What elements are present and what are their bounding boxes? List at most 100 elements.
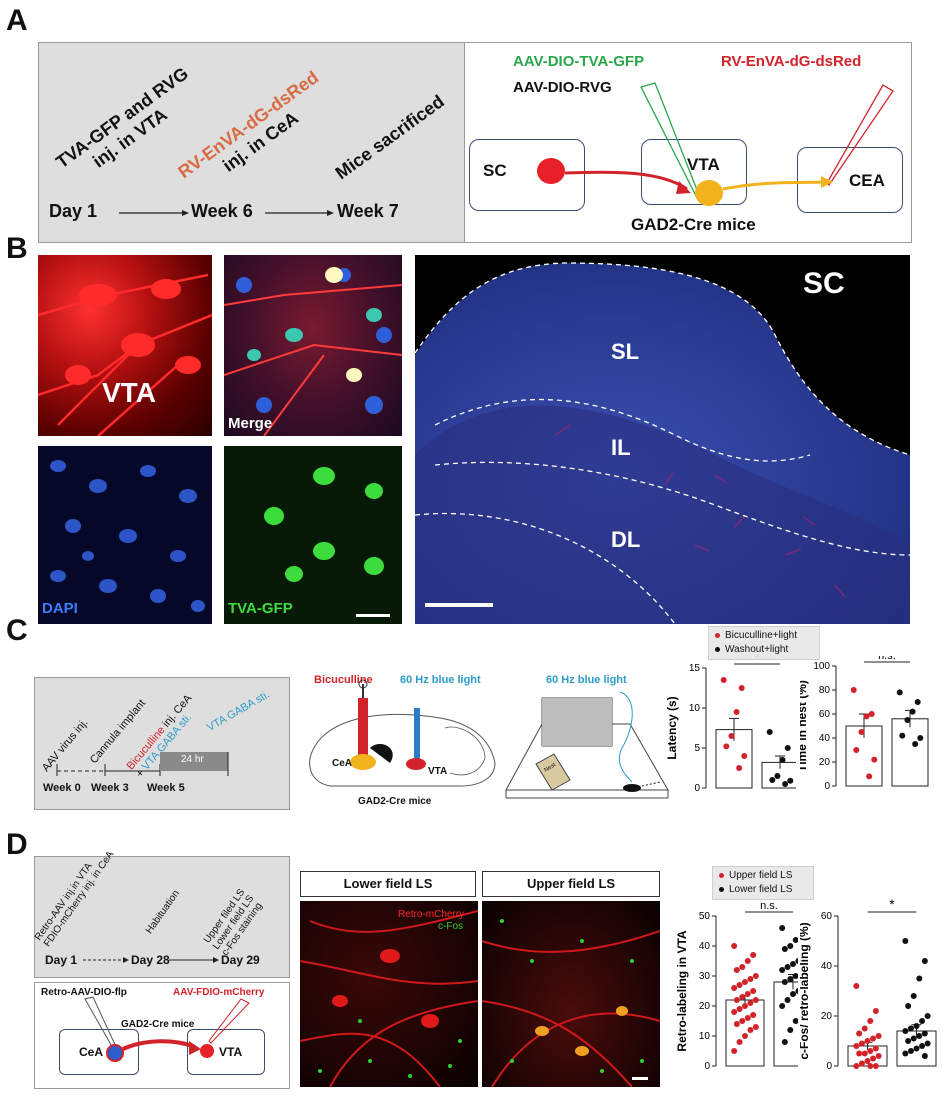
d-node-cea-label: CeA bbox=[79, 1045, 104, 1059]
b-sc-image: SC SL IL DL bbox=[415, 255, 910, 624]
panel-a-circuit-box: AAV-DIO-TVA-GFP AAV-DIO-RVG RV-EnVA-dG-d… bbox=[464, 42, 912, 243]
b-dapi-image: DAPI bbox=[38, 446, 212, 624]
d-day29: Day 29 bbox=[221, 953, 260, 967]
y-tick-label: 60 bbox=[821, 911, 833, 922]
data-point bbox=[742, 1003, 748, 1009]
a-timeline-arrows bbox=[119, 210, 334, 216]
data-point bbox=[747, 1027, 754, 1033]
y-tick-label: 15 bbox=[689, 663, 701, 674]
data-point bbox=[792, 937, 798, 943]
b-tva-image: TVA-GFP bbox=[224, 446, 402, 624]
data-point bbox=[921, 958, 928, 964]
a-week7: Week 7 bbox=[337, 201, 399, 221]
c-bar-label: 24 hr bbox=[181, 754, 204, 765]
y-tick-label: 20 bbox=[699, 1001, 711, 1012]
d-header-lower: Lower field LS bbox=[300, 871, 476, 897]
data-point bbox=[872, 1045, 879, 1052]
c-w0: Week 0 bbox=[43, 782, 81, 794]
y-tick-label: 40 bbox=[821, 961, 833, 972]
y-tick-label: 40 bbox=[819, 733, 831, 744]
a-sc-neuron bbox=[537, 158, 565, 184]
data-point bbox=[720, 677, 727, 683]
y-tick-label: 20 bbox=[819, 757, 831, 768]
data-point bbox=[861, 1050, 868, 1057]
data-point bbox=[909, 708, 916, 715]
data-point bbox=[731, 1048, 738, 1054]
data-point bbox=[739, 964, 746, 970]
b-merge-image: Merge bbox=[224, 255, 402, 436]
y-tick-label: 30 bbox=[699, 971, 711, 982]
data-point bbox=[853, 1063, 860, 1069]
b-scalebar-large bbox=[425, 603, 493, 607]
data-point bbox=[924, 1013, 931, 1019]
d-legend-item1: Upper field LS bbox=[719, 869, 807, 883]
data-point bbox=[864, 1038, 871, 1044]
data-point bbox=[744, 958, 751, 964]
a-day1: Day 1 bbox=[49, 201, 98, 221]
data-point bbox=[779, 925, 786, 931]
data-point bbox=[867, 1063, 874, 1069]
c-vta-label: VTA bbox=[428, 766, 448, 777]
d-node-cea bbox=[59, 1029, 139, 1075]
data-point bbox=[866, 773, 873, 780]
data-point bbox=[910, 1035, 917, 1042]
data-point bbox=[787, 777, 794, 784]
d-day1: Day 1 bbox=[45, 953, 78, 967]
a-vta-neuron bbox=[695, 180, 723, 206]
data-point bbox=[913, 1045, 920, 1052]
b-dapi-label: DAPI bbox=[42, 600, 78, 617]
data-point bbox=[858, 1040, 865, 1047]
c-brain-schematic: Bicuculline 60 Hz blue light CeA VTA GAD… bbox=[300, 668, 500, 813]
data-point bbox=[787, 1027, 794, 1033]
data-point bbox=[738, 685, 745, 691]
data-point bbox=[744, 1015, 751, 1021]
d-legend-item2: Lower field LS bbox=[719, 883, 807, 897]
data-point bbox=[736, 1006, 743, 1012]
data-point bbox=[784, 745, 791, 751]
data-point bbox=[861, 1025, 868, 1032]
data-point bbox=[736, 982, 743, 988]
d-upper-image bbox=[482, 901, 660, 1087]
c-mouse-label: GAD2-Cre mice bbox=[358, 796, 432, 807]
d-timeline-box: Retro-AAV inj.in VTA FDIO-mCherry inj. i… bbox=[33, 849, 290, 978]
data-point bbox=[875, 1033, 882, 1039]
data-point bbox=[864, 1058, 871, 1064]
data-point bbox=[921, 1053, 928, 1059]
d-circuit-graphics bbox=[84, 996, 250, 1062]
d-lower-image: Retro-mCherry c-Fos bbox=[300, 901, 478, 1087]
c-timeline-line bbox=[56, 752, 229, 776]
d-mouse-line: GAD2-Cre mice bbox=[121, 1019, 195, 1030]
a-virus-red: RV-EnVA-dG-dsRed bbox=[721, 53, 862, 70]
data-point bbox=[784, 997, 791, 1003]
data-point bbox=[907, 1025, 914, 1032]
d-cfos-chart: 0 20 40 60 c-Fos/ retro-labeling (%) * bbox=[800, 896, 937, 1072]
c-light-label: 60 Hz blue light bbox=[400, 674, 481, 686]
data-point bbox=[792, 973, 798, 979]
panel-a-letter: A bbox=[6, 4, 28, 37]
d-timeline-arrows bbox=[83, 957, 219, 963]
d-vta-neuron bbox=[200, 1044, 214, 1058]
b-merge-label: Merge bbox=[228, 415, 273, 432]
data-point bbox=[739, 994, 746, 1000]
data-point bbox=[907, 1048, 914, 1054]
data-point bbox=[850, 687, 857, 693]
data-point bbox=[731, 943, 738, 949]
c-legend-item1: Bicuculline+light bbox=[715, 629, 813, 643]
data-point bbox=[853, 983, 860, 989]
data-point bbox=[781, 979, 788, 985]
y-tick-label: 0 bbox=[824, 781, 830, 792]
data-point bbox=[750, 1012, 757, 1018]
y-tick-label: 80 bbox=[819, 685, 831, 696]
c-w5: Week 5 bbox=[147, 782, 185, 794]
a-circuit-graphics bbox=[537, 82, 894, 206]
y-tick-label: 0 bbox=[704, 1061, 710, 1072]
panel-c-letter: C bbox=[6, 614, 28, 647]
data-point bbox=[781, 1039, 788, 1045]
data-point bbox=[924, 1040, 931, 1047]
b-sl-label: SL bbox=[611, 339, 640, 364]
data-point bbox=[784, 964, 791, 970]
significance-label: * bbox=[754, 656, 760, 664]
data-point bbox=[750, 952, 757, 958]
d-node-vta-label: VTA bbox=[219, 1045, 243, 1059]
c-brain-drawing bbox=[309, 679, 496, 787]
